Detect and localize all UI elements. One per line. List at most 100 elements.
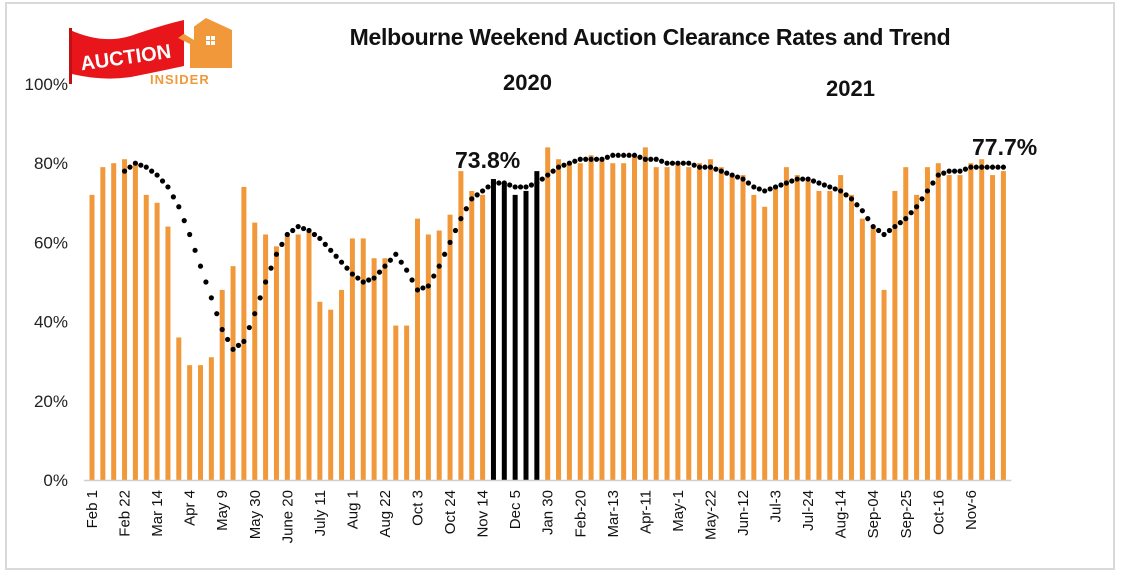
- x-tick-label: May-22: [702, 490, 719, 540]
- trend-point: [545, 172, 551, 178]
- trend-point: [745, 180, 752, 186]
- bar: [870, 226, 876, 480]
- trend-point: [404, 267, 410, 273]
- bar: [404, 325, 410, 480]
- x-tick-label: Oct-16: [930, 490, 947, 535]
- trend-point: [490, 180, 497, 186]
- y-tick-label: 0%: [43, 471, 68, 490]
- trend-point: [420, 285, 426, 291]
- trend-point: [642, 156, 648, 162]
- bar: [556, 159, 562, 481]
- trend-point: [197, 263, 204, 269]
- trend-point: [794, 176, 800, 182]
- trend-point: [208, 295, 214, 301]
- bar: [545, 147, 551, 481]
- trend-point: [376, 269, 383, 275]
- bar: [501, 183, 507, 480]
- trend-point: [859, 208, 865, 214]
- trend-point: [729, 172, 735, 178]
- trend-point: [561, 162, 567, 168]
- trend-point: [648, 156, 654, 162]
- trend-point: [322, 241, 328, 247]
- x-tick-label: Apr 4: [182, 490, 199, 526]
- y-tick-label: 20%: [34, 392, 68, 411]
- trend-point: [951, 168, 958, 174]
- x-tick-label: May 30: [247, 490, 264, 539]
- trend-point: [767, 186, 773, 192]
- trend-point: [989, 164, 996, 170]
- bar: [469, 190, 475, 481]
- trend-point: [751, 184, 757, 190]
- bar: [371, 258, 377, 480]
- trend-point: [659, 158, 665, 164]
- bar: [273, 246, 279, 480]
- trend-point: [941, 170, 947, 176]
- bar: [621, 163, 627, 480]
- trend-point: [181, 218, 187, 224]
- bar: [881, 289, 887, 480]
- bar: [762, 206, 768, 480]
- trend-point: [669, 160, 676, 166]
- trend-point: [789, 178, 795, 184]
- bar: [838, 175, 844, 480]
- bar: [729, 175, 735, 480]
- trend-point: [349, 271, 355, 277]
- trend-point: [865, 216, 871, 222]
- trend-point: [957, 168, 963, 174]
- x-tick-label: Aug 1: [344, 490, 361, 529]
- trend-point: [284, 231, 290, 238]
- trend-point: [762, 188, 768, 194]
- trend-point: [610, 152, 616, 158]
- trend-point: [984, 164, 990, 170]
- trend-point: [295, 223, 301, 230]
- bar: [360, 238, 366, 480]
- trend-point: [930, 180, 936, 186]
- trend-point: [246, 324, 252, 331]
- trend-point: [366, 277, 372, 283]
- x-tick-label: Jul-24: [800, 490, 817, 531]
- y-tick-label: 100%: [25, 75, 68, 94]
- trend-point: [838, 188, 844, 194]
- x-tick-label: Feb-20: [572, 490, 589, 538]
- trend-point: [827, 184, 833, 190]
- trend-point: [371, 275, 377, 281]
- trend-point: [637, 154, 643, 160]
- trend-point: [214, 311, 220, 317]
- bar: [957, 175, 963, 480]
- annotation-label: 77.7%: [972, 134, 1037, 160]
- bar: [794, 175, 800, 480]
- trend-point: [680, 160, 686, 166]
- trend-point: [962, 166, 969, 172]
- bar: [187, 365, 193, 480]
- chart-title: Melbourne Weekend Auction Clearance Rate…: [349, 24, 951, 50]
- trend-point: [273, 251, 280, 257]
- trend-point: [653, 156, 659, 162]
- bar: [328, 309, 334, 480]
- trend-point: [702, 164, 708, 170]
- trend-point: [707, 164, 714, 170]
- trend-point: [268, 265, 274, 271]
- bar: [707, 159, 713, 481]
- trend-point: [143, 164, 149, 170]
- bar: [339, 289, 345, 480]
- trend-point: [810, 178, 817, 184]
- trend-point: [235, 342, 242, 348]
- bar: [979, 159, 985, 481]
- y-tick-label: 60%: [34, 233, 68, 252]
- trend-point: [523, 184, 529, 190]
- trend-point: [328, 247, 334, 253]
- trend-point: [914, 204, 920, 210]
- trend-point: [881, 231, 887, 238]
- x-tick-label: July 11: [312, 490, 329, 536]
- trend-point: [382, 263, 388, 269]
- trend-point: [230, 346, 236, 352]
- trend-point: [458, 216, 464, 222]
- trend-point: [528, 182, 535, 188]
- trend-point: [924, 188, 931, 194]
- bar: [664, 167, 670, 480]
- trend-point: [566, 160, 573, 166]
- trend-point: [436, 263, 442, 269]
- bar: [425, 234, 431, 480]
- trend-point: [534, 180, 540, 186]
- trend-point: [724, 170, 730, 176]
